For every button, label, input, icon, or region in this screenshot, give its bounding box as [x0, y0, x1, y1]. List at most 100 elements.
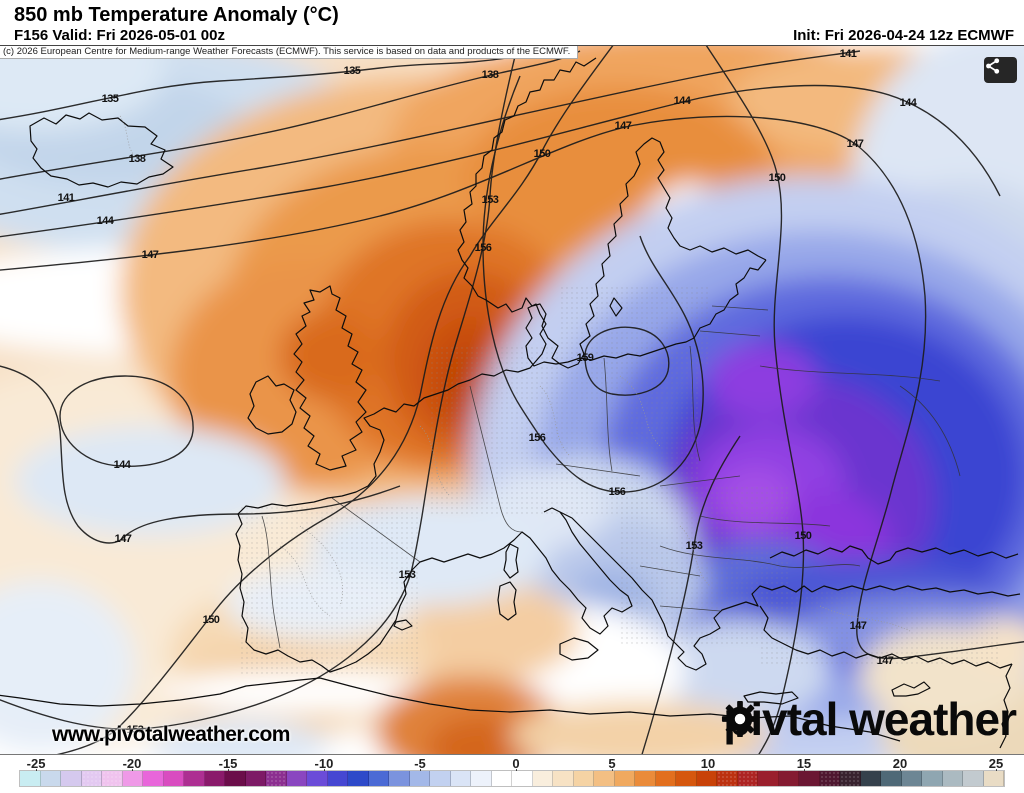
- colorbar-cell: [553, 771, 574, 786]
- colorbar-cell: [881, 771, 902, 786]
- colorbar-cell: [184, 771, 205, 786]
- colorbar-tick-mark: [323, 769, 325, 772]
- colorbar-tick-mark: [516, 769, 518, 772]
- colorbar-cell: [676, 771, 697, 786]
- colorbar-cell: [942, 771, 963, 786]
- colorbar-tick-label: 15: [796, 756, 812, 771]
- contour-label: 150: [768, 172, 786, 184]
- colorbar-tick-mark: [803, 769, 805, 772]
- colorbar-tick-label: -5: [414, 756, 426, 771]
- height-contours: [0, 46, 1024, 754]
- colorbar-tick-mark: [996, 769, 998, 772]
- contour-label: 135: [343, 65, 361, 77]
- contour-label: 144: [673, 95, 691, 107]
- colorbar-cell: [163, 771, 184, 786]
- anomaly-shading: [0, 46, 1024, 754]
- colorbar-cell: [102, 771, 123, 786]
- contour-label: 159: [576, 352, 594, 364]
- admin-borders: [119, 115, 911, 632]
- contour-label: 150: [202, 614, 220, 626]
- contour-label: 156: [528, 432, 546, 444]
- colorbar-cell: [389, 771, 410, 786]
- colorbar-tick-label: -20: [122, 756, 142, 771]
- colorbar-cell: [61, 771, 82, 786]
- colorbar-cell: [225, 771, 246, 786]
- colorbar-cell: [983, 771, 1004, 786]
- colorbar-cell: [594, 771, 615, 786]
- contour-label: 156: [608, 486, 626, 498]
- colorbar-cell: [922, 771, 943, 786]
- colorbar-tick-mark: [899, 769, 901, 772]
- contour-label: 147: [114, 533, 132, 545]
- colorbar-cell: [368, 771, 389, 786]
- colorbar-cell: [348, 771, 369, 786]
- colorbar-tick-mark: [611, 769, 613, 772]
- colorbar-cell: [860, 771, 881, 786]
- colorbar-cell: [737, 771, 758, 786]
- colorbar-tick-label: 0: [512, 756, 520, 771]
- gear-icon: [722, 700, 759, 738]
- colorbar-cell: [327, 771, 348, 786]
- colorbar-cell: [40, 771, 61, 786]
- contour-label: 147: [141, 249, 159, 261]
- watermark-url: www.pivotalweather.com: [52, 723, 290, 746]
- contour-label: 144: [96, 215, 114, 227]
- contour-label: 144: [113, 459, 131, 471]
- colorbar-tick-label: 20: [892, 756, 908, 771]
- contour-label: 150: [533, 148, 551, 160]
- colorbar-cell: [573, 771, 594, 786]
- ecmwf-copyright: (c) 2026 European Centre for Medium-rang…: [0, 46, 578, 59]
- colorbar-cell: [245, 771, 266, 786]
- colorbar-cell: [286, 771, 307, 786]
- contour-label: 138: [128, 153, 146, 165]
- colorbar-cell: [450, 771, 471, 786]
- page-title: 850 mb Temperature Anomaly (°C): [14, 4, 339, 26]
- contour-label: 153: [398, 569, 416, 581]
- colorbar-cell: [696, 771, 717, 786]
- colorbar-tick-mark: [419, 769, 421, 772]
- colorbar-cell: [901, 771, 922, 786]
- pivotalweather-logo: piv tal weather: [722, 693, 1017, 745]
- colorbar-tick-label: 5: [608, 756, 616, 771]
- contour-label: 153: [481, 194, 499, 206]
- contour-label: 141: [839, 48, 857, 60]
- colorbar-cell: [430, 771, 451, 786]
- share-button[interactable]: [984, 57, 1017, 83]
- colorbar-cell: [840, 771, 861, 786]
- contour-label: 156: [474, 242, 492, 254]
- contour-label: 153: [126, 724, 144, 736]
- contour-label: 147: [846, 138, 864, 150]
- valid-time-label: F156 Valid: Fri 2026-05-01 00z: [14, 27, 225, 44]
- colorbar-tick-labels: -25 -20 -15 -10 -5 0 5 10 15 20 25: [20, 756, 1004, 772]
- colorbar-cell: [963, 771, 984, 786]
- share-icon: [986, 58, 1000, 74]
- colorbar-tick-label: 25: [988, 756, 1004, 771]
- contour-label: 138: [481, 69, 499, 81]
- colorbar-cell: [778, 771, 799, 786]
- colorbar-cell: [491, 771, 512, 786]
- colorbar-cell: [655, 771, 676, 786]
- colorbar-tick-mark: [228, 769, 230, 772]
- contour-label: 147: [614, 120, 632, 132]
- colorbar-cell: [717, 771, 738, 786]
- colorbar-cell: [81, 771, 102, 786]
- colorbar-cell: [512, 771, 533, 786]
- colorbar-cell: [758, 771, 779, 786]
- colorbar-cell: [143, 771, 164, 786]
- colorbar-cell: [799, 771, 820, 786]
- map-canvas: 135 135 138 138 141 141 144 144 144 144 147 147 147 1…: [0, 45, 1024, 755]
- colorbar-tick-label: -15: [218, 756, 238, 771]
- colorbar-tick-label: 10: [700, 756, 716, 771]
- colorbar-cell: [409, 771, 430, 786]
- colorbar-cell: [307, 771, 328, 786]
- colorbar-cell: [614, 771, 635, 786]
- contour-label: 150: [794, 530, 812, 542]
- colorbar-cell: [266, 771, 287, 786]
- anomaly-map-graphic: [0, 46, 1024, 754]
- contour-label: 141: [57, 192, 75, 204]
- colorbar-tick-mark: [708, 769, 709, 772]
- logo-text-suffix: tal weather: [786, 693, 1017, 745]
- init-time-label: Init: Fri 2026-04-24 12z ECMWF: [793, 27, 1014, 44]
- colorbar: -25 -20 -15 -10 -5 0 5 10 15 20 25: [0, 755, 1024, 793]
